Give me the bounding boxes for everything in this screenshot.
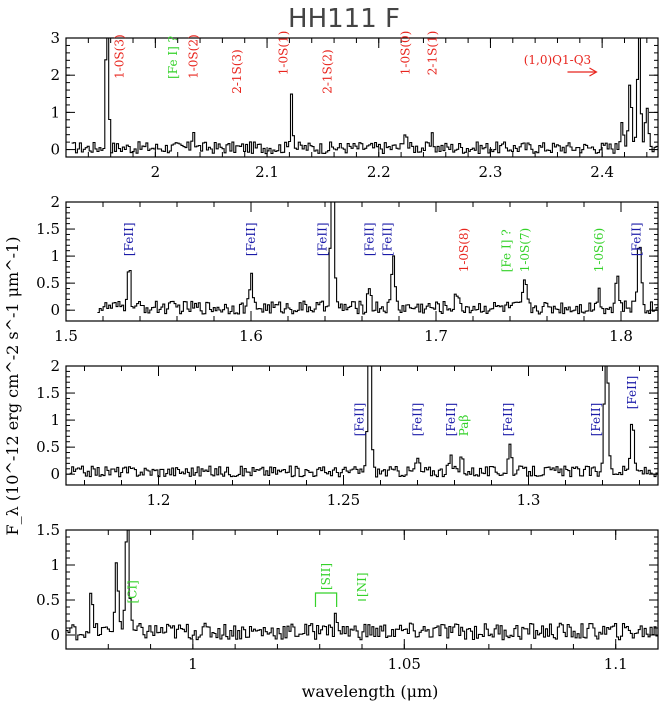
x-tick-label: 1.3 bbox=[517, 491, 541, 509]
x-tick-label: 1.25 bbox=[327, 491, 360, 509]
panel-3: 1.2 1.25 1.300.511.52[FeII] [FeII] [FeII] Paβ… bbox=[36, 357, 659, 509]
line-annotation: 1-0S(8) bbox=[457, 228, 471, 273]
line-annotation: [FeII] bbox=[411, 403, 425, 437]
y-tick-label: 1 bbox=[50, 103, 60, 121]
arrow-annotation: (1,0)Q1-Q3 bbox=[524, 53, 591, 67]
spectrum-series bbox=[69, 366, 658, 478]
x-tick-label: 1.1 bbox=[604, 655, 628, 673]
panels: 2 2.1 2.2 2.3 2.4 0 1 2 3 1-0S(3) [Fe I] ? 1-0S(2) 2… bbox=[36, 29, 659, 673]
y-tick-label: 0 bbox=[50, 465, 60, 483]
y-tick-label: 3 bbox=[50, 29, 60, 47]
line-annotation: 1-0S(1) bbox=[277, 31, 291, 76]
y-tick-label: 0 bbox=[50, 626, 60, 644]
y-tick-label: 1 bbox=[50, 556, 60, 574]
x-tick-label: 1.7 bbox=[424, 327, 448, 345]
y-axis-label-text: F_λ (10^-12 erg cm^-2 s^-1 μm^-1) bbox=[3, 237, 22, 536]
line-annotation: [FeII] bbox=[381, 222, 395, 256]
y-tick-label: 1 bbox=[50, 411, 60, 429]
y-axis-label: F_λ (10^-12 erg cm^-2 s^-1 μm^-1) bbox=[3, 237, 22, 536]
x-tick-label: 2.2 bbox=[367, 163, 391, 181]
line-annotation: 1-0S(2) bbox=[186, 34, 200, 79]
line-annotation: 2-1S(3) bbox=[230, 49, 244, 94]
x-tick-label: 2.1 bbox=[255, 163, 279, 181]
line-annotation: [FeII] bbox=[122, 222, 136, 256]
line-annotation: [FeII] bbox=[352, 403, 366, 437]
line-annotation: 1-0S(3) bbox=[112, 34, 126, 79]
line-annotation: 1-0S(6) bbox=[592, 228, 606, 273]
line-annotation: 2-1S(2) bbox=[320, 49, 334, 94]
x-tick-label: 1.5 bbox=[54, 327, 78, 345]
y-tick-label: 2 bbox=[50, 193, 60, 211]
x-tick-label: 1.6 bbox=[239, 327, 263, 345]
x-axis-label: wavelength (μm) bbox=[302, 682, 439, 701]
y-tick-label: 2 bbox=[50, 66, 60, 84]
y-tick-label: 0.5 bbox=[36, 591, 60, 609]
y-tick-label: 1 bbox=[50, 247, 60, 265]
y-tick-label: 0.5 bbox=[36, 274, 60, 292]
line-annotation: [FeII] bbox=[625, 376, 639, 410]
x-tick-label: 2.4 bbox=[590, 163, 614, 181]
panel-2: 1.5 1.6 1.7 1.8 0 0.5 1 1.5 2 [FeII] [FeII] [FeII] [… bbox=[36, 193, 659, 345]
chart-title: HH111 F bbox=[288, 4, 400, 34]
line-annotation: [FeII] bbox=[315, 222, 329, 256]
line-annotation: [FeII] bbox=[630, 222, 644, 256]
line-annotation: [CI] bbox=[125, 580, 139, 603]
line-annotation: 1-0S(7) bbox=[518, 228, 532, 273]
bracket-annotation: [NI] bbox=[355, 572, 369, 597]
line-annotation: [FeII] bbox=[244, 222, 258, 256]
line-annotation: 2-1S(1) bbox=[425, 31, 439, 76]
arrow-head bbox=[589, 67, 598, 77]
line-annotation: Paβ bbox=[457, 415, 471, 437]
x-tick-label: 1.2 bbox=[147, 491, 171, 509]
x-tick-label: 1 bbox=[188, 655, 198, 673]
bracket-annotation: [SII] bbox=[319, 563, 333, 590]
bracket-mark bbox=[314, 592, 338, 607]
x-tick-label: 1.05 bbox=[388, 655, 421, 673]
line-annotation: [Fe I] ? bbox=[166, 36, 180, 79]
x-tick-label: 2 bbox=[151, 163, 161, 181]
y-tick-label: 0 bbox=[50, 301, 60, 319]
spectrum-series bbox=[71, 38, 658, 155]
x-tick-label: 1.8 bbox=[609, 327, 633, 345]
panel-1: 2 2.1 2.2 2.3 2.4 0 1 2 3 1-0S(3) [Fe I] ? 1-0S(2) 2… bbox=[50, 29, 659, 181]
y-tick-label: 0 bbox=[50, 141, 60, 159]
panel-4: 1 1.05 1.1 0 0.5 1 1.5 [CI] [SII] [NI] bbox=[36, 521, 659, 673]
line-annotation: [Fe I] ? bbox=[499, 229, 513, 272]
line-annotation: [FeII] bbox=[362, 222, 376, 256]
line-annotation: [FeII] bbox=[589, 403, 603, 437]
line-annotation: [FeII] bbox=[444, 403, 458, 437]
spectrum-series bbox=[66, 530, 658, 641]
y-tick-label: 2 bbox=[50, 357, 60, 375]
x-tick-label: 2.3 bbox=[479, 163, 503, 181]
y-tick-label: 1.5 bbox=[36, 521, 60, 539]
line-annotation: [FeII] bbox=[501, 403, 515, 437]
panel-frame bbox=[65, 201, 659, 322]
line-annotation: 1-0S(0) bbox=[399, 31, 413, 76]
y-tick-label: 0.5 bbox=[36, 438, 60, 456]
y-tick-label: 1.5 bbox=[36, 384, 60, 402]
y-tick-label: 1.5 bbox=[36, 220, 60, 238]
spectrum-series bbox=[97, 202, 658, 315]
